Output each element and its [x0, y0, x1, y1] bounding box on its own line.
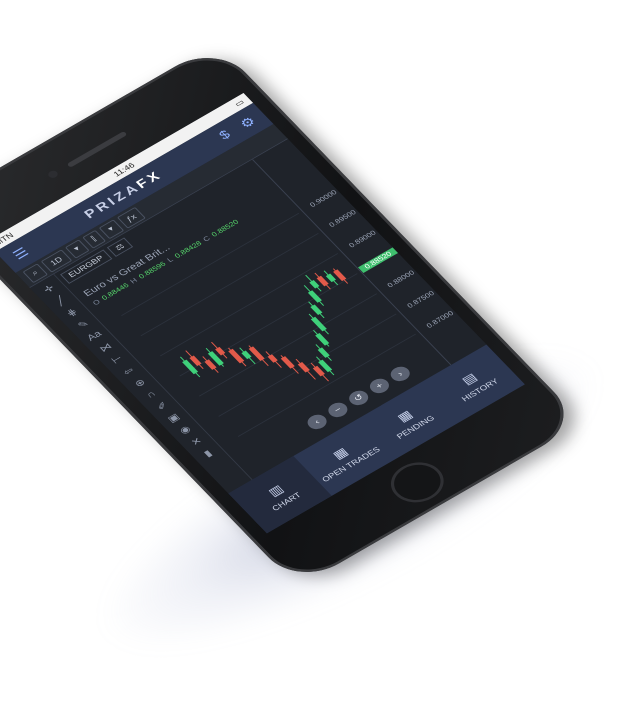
candle-body: [241, 350, 252, 360]
front-camera: [46, 169, 60, 180]
grid-line: [121, 212, 300, 316]
chart-area[interactable]: EURGBP ⚖ Euro vs Great Brit... O 0.88446 …: [54, 138, 487, 480]
candle-body: [207, 351, 224, 366]
candlestick-chart: [121, 159, 452, 437]
candle-body: [315, 333, 330, 346]
gear-icon[interactable]: ⚙: [237, 114, 259, 132]
phone-body: MTN 11:46 ▭ ☰ PRIZAFX $ ⚙ ⌕ 1D ▾ ⫿ ▾ ƒx: [0, 42, 584, 588]
grid-line: [198, 293, 378, 397]
candle-body: [248, 346, 265, 361]
candle-body: [182, 359, 199, 375]
history-icon: ▤: [458, 370, 480, 387]
grid-line: [218, 313, 397, 417]
chart-icon: ▥: [264, 481, 286, 499]
grid-clock-icon: ▦: [393, 407, 415, 424]
candle-body: [312, 365, 325, 377]
menu-icon[interactable]: ☰: [10, 245, 33, 263]
phone-screen: MTN 11:46 ▭ ☰ PRIZAFX $ ⚙ ⌕ 1D ▾ ⫿ ▾ ƒx: [0, 92, 525, 534]
candle-body: [316, 275, 329, 287]
candle-body: [325, 273, 336, 283]
candle-body: [267, 354, 278, 363]
chart-panel: ✛ ╱ ⋕ ✎ Aa ⋈ ⊢ ⇦ ⊕ ∩ ✐ ▣ ◉ ✕ ▮: [29, 138, 487, 494]
candle-body: [307, 290, 322, 303]
grid-dollar-icon: ▦: [329, 444, 351, 462]
grid-line: [179, 273, 358, 377]
home-button[interactable]: [380, 454, 454, 511]
trash-icon[interactable]: ▮: [201, 448, 215, 459]
candle-body: [317, 347, 330, 358]
candle-body: [204, 359, 217, 370]
grid-line: [237, 333, 416, 437]
price-axis: [252, 159, 452, 366]
candle-body: [309, 279, 320, 289]
candle-body: [189, 355, 202, 367]
grid-line: [159, 253, 339, 357]
candle-body: [280, 356, 295, 369]
candle-body: [215, 346, 226, 356]
candle-body: [310, 304, 323, 316]
candle-body: [297, 361, 310, 373]
candle-body: [333, 269, 347, 282]
grid-line: [140, 232, 319, 337]
earpiece-speaker: [66, 130, 128, 168]
phone-mockup: MTN 11:46 ▭ ☰ PRIZAFX $ ⚙ ⌕ 1D ▾ ⫿ ▾ ƒx: [0, 40, 600, 588]
dollar-icon[interactable]: $: [216, 127, 234, 143]
candle-body: [228, 348, 245, 364]
candle-body: [318, 359, 333, 373]
candle-body: [310, 316, 327, 332]
